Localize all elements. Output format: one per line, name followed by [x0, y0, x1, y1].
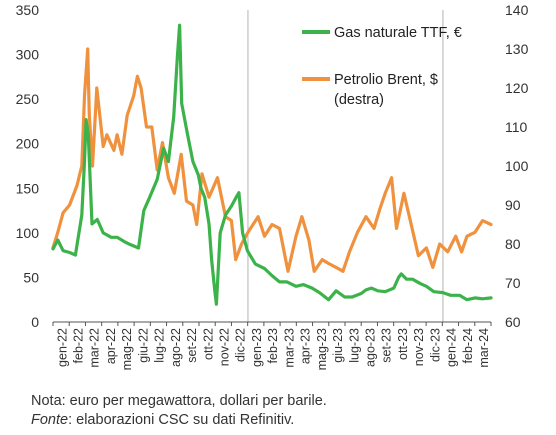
source-text: : elaborazioni CSC su dati Refinitiv. [68, 412, 295, 428]
right-y-tick-label: 110 [505, 119, 528, 135]
x-tick-label: mar-22 [88, 328, 102, 368]
right-y-tick-label: 130 [505, 41, 529, 57]
x-tick-label: lug-23 [347, 328, 361, 363]
x-tick-label: ott-22 [201, 328, 215, 360]
left-y-tick-label: 200 [16, 136, 40, 152]
x-tick-label: apr-23 [299, 328, 313, 364]
right-y-tick-label: 120 [505, 80, 529, 96]
legend: Gas naturale TTF, € Petrolio Brent, $ (d… [302, 25, 462, 108]
x-tick-label: giu-23 [331, 328, 345, 363]
legend-gas-label: Gas naturale TTF, € [334, 25, 462, 41]
legend-oil-label-right-axis: (destra) [334, 92, 384, 108]
right-y-tick-label: 140 [505, 2, 529, 18]
series-line-brent [51, 47, 493, 273]
footnote-source: Fonte: elaborazioni CSC su dati Refiniti… [31, 412, 294, 428]
year-separators [247, 10, 444, 322]
x-tick-label: dic-23 [428, 328, 442, 362]
left-y-axis: 0 50 100 150 200 250 300 350 [16, 2, 40, 330]
x-tick-label: nov-22 [218, 328, 232, 366]
x-tick-label: dic-22 [234, 328, 248, 362]
right-y-tick-label: 80 [505, 236, 521, 252]
x-tick-label: set-22 [185, 328, 199, 363]
source-label: Fonte [31, 412, 69, 428]
x-axis-ticks [52, 322, 492, 326]
right-y-tick-label: 100 [505, 158, 529, 174]
right-y-axis: 60 70 80 90 100 110 120 130 140 [505, 2, 529, 330]
chart: 0 50 100 150 200 250 300 350 60 70 80 90 100 110 120 1… [16, 2, 529, 370]
x-tick-label: ago-23 [364, 328, 378, 367]
x-tick-label: ago-22 [169, 328, 183, 367]
x-tick-label: mar-24 [477, 328, 491, 368]
left-y-tick-label: 350 [16, 2, 40, 18]
left-y-tick-label: 0 [31, 314, 39, 330]
x-tick-label: lug-22 [153, 328, 167, 363]
x-axis-labels: gen-22 feb-22 mar-22 apr-22 mag-22 giu-22 lug-… [55, 328, 491, 370]
series-line-ttf [51, 23, 493, 306]
x-tick-label: nov-23 [412, 328, 426, 366]
x-tick-label: gen-23 [250, 328, 264, 367]
right-y-tick-label: 70 [505, 275, 521, 291]
x-tick-label: mag-23 [315, 328, 329, 370]
note-text: Nota: euro per megawattora, dollari per … [31, 393, 327, 409]
x-tick-label: mar-23 [282, 328, 296, 368]
x-tick-label: feb-22 [72, 328, 86, 363]
x-tick-label: giu-22 [136, 328, 150, 363]
left-y-tick-label: 300 [16, 47, 40, 63]
right-y-tick-label: 60 [505, 314, 521, 330]
x-tick-label: feb-23 [266, 328, 280, 363]
x-tick-label: set-23 [380, 328, 394, 363]
x-tick-label: feb-24 [461, 328, 475, 363]
footnote-note: Nota: euro per megawattora, dollari per … [31, 393, 327, 409]
x-tick-label: apr-22 [104, 328, 118, 364]
x-tick-label: ott-23 [396, 328, 410, 360]
x-tick-label: mag-22 [120, 328, 134, 370]
left-y-tick-label: 50 [23, 269, 39, 285]
right-y-tick-label: 90 [505, 197, 521, 213]
x-tick-label: gen-22 [55, 328, 69, 367]
series-layer [51, 23, 493, 306]
x-tick-label: gen-24 [445, 328, 459, 367]
left-y-tick-label: 100 [16, 225, 40, 241]
left-y-tick-label: 150 [16, 180, 40, 196]
legend-oil-label: Petrolio Brent, $ [334, 72, 438, 88]
left-y-tick-label: 250 [16, 91, 40, 107]
